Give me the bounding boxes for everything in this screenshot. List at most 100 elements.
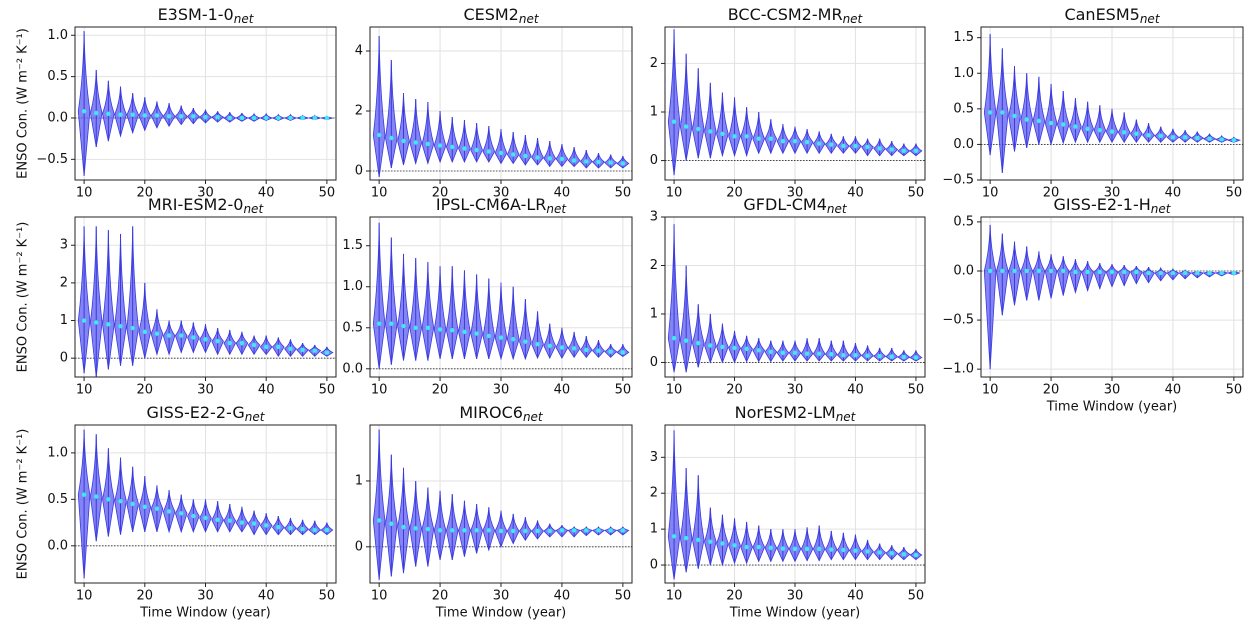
x-tick-label: 30 xyxy=(787,383,804,398)
median-marker xyxy=(1195,135,1200,141)
x-tick-label: 20 xyxy=(726,589,743,604)
median-marker xyxy=(696,340,701,346)
x-tick-label: 10 xyxy=(76,186,93,201)
y-tick-label: −0.5 xyxy=(942,313,974,328)
x-tick-label: 40 xyxy=(847,383,864,398)
y-tick-label: 1 xyxy=(650,306,658,321)
median-marker xyxy=(816,141,822,146)
median-marker xyxy=(94,320,99,325)
y-tick-label: 0.0 xyxy=(47,538,68,553)
y-tick-label: 0.5 xyxy=(47,69,68,84)
median-marker xyxy=(203,114,208,120)
median-marker xyxy=(1048,120,1054,126)
x-tick-label: 40 xyxy=(258,186,275,201)
x-tick-label: 20 xyxy=(137,589,154,604)
y-tick-label: −1.0 xyxy=(942,362,974,377)
median-marker xyxy=(288,346,293,351)
y-tick-label: 0.0 xyxy=(953,137,974,152)
median-marker xyxy=(425,141,431,147)
y-tick-label: 1.5 xyxy=(953,30,974,45)
median-marker xyxy=(486,149,492,154)
median-marker xyxy=(547,343,552,349)
median-marker xyxy=(288,525,293,531)
median-marker xyxy=(720,541,725,546)
x-tick-label: 50 xyxy=(319,589,336,604)
x-tick-label: 10 xyxy=(371,186,388,201)
median-marker xyxy=(829,352,834,357)
median-marker xyxy=(523,528,528,534)
median-marker xyxy=(179,114,184,119)
x-tick-label: 10 xyxy=(982,186,999,201)
y-tick-label: 2 xyxy=(650,258,658,273)
x-tick-label: 40 xyxy=(258,383,275,398)
median-marker xyxy=(671,534,677,539)
median-marker xyxy=(671,119,677,124)
median-marker xyxy=(708,129,713,134)
median-marker xyxy=(106,497,111,502)
median-marker xyxy=(118,112,123,117)
median-marker xyxy=(251,521,257,526)
panel-title: BCC-CSM2-MRnet xyxy=(728,5,864,26)
plot-frame xyxy=(369,26,633,181)
median-marker xyxy=(498,335,504,340)
median-marker xyxy=(239,520,245,525)
median-marker xyxy=(987,268,993,274)
x-tick-label: 30 xyxy=(787,186,804,201)
median-marker xyxy=(756,544,761,550)
median-marker xyxy=(486,528,492,533)
median-marker xyxy=(744,346,749,352)
y-tick-label: 0.5 xyxy=(342,320,363,335)
median-marker xyxy=(841,352,846,358)
median-marker xyxy=(780,350,786,355)
median-marker xyxy=(94,494,99,499)
y-tick-label: 1.0 xyxy=(342,279,363,294)
median-marker xyxy=(804,546,810,552)
median-marker xyxy=(263,523,269,528)
median-marker xyxy=(1109,269,1115,275)
plot-frame xyxy=(980,26,1244,181)
median-marker xyxy=(853,548,858,553)
median-marker xyxy=(413,140,418,145)
median-marker xyxy=(1170,135,1176,140)
median-marker xyxy=(620,161,626,166)
y-tick-label: 0 xyxy=(355,164,363,179)
median-marker xyxy=(1036,118,1042,124)
median-marker xyxy=(559,156,565,162)
y-tick-label: 4 xyxy=(355,44,363,59)
median-marker xyxy=(450,144,455,150)
median-marker xyxy=(425,526,431,532)
median-marker xyxy=(1182,270,1188,276)
plot-frame xyxy=(980,216,1244,378)
median-marker xyxy=(300,526,305,532)
title-subscript: net xyxy=(245,410,266,424)
median-marker xyxy=(744,544,749,550)
median-marker xyxy=(780,546,786,551)
median-marker xyxy=(81,492,87,497)
median-marker xyxy=(829,547,834,552)
median-marker xyxy=(804,139,810,145)
median-marker xyxy=(889,354,894,359)
median-marker xyxy=(179,333,184,338)
x-tick-label: 10 xyxy=(666,383,683,398)
x-axis-label: Time Window (year) xyxy=(139,606,270,621)
median-marker xyxy=(535,155,540,160)
median-marker xyxy=(312,115,317,121)
median-marker xyxy=(1061,268,1066,274)
median-marker xyxy=(768,136,774,141)
median-marker xyxy=(768,545,774,551)
median-marker xyxy=(1134,269,1139,275)
median-marker xyxy=(437,327,443,332)
plot-frame xyxy=(74,216,337,378)
median-marker xyxy=(708,343,713,348)
median-marker xyxy=(756,348,761,353)
median-marker xyxy=(166,333,172,338)
median-marker xyxy=(901,148,907,154)
median-marker xyxy=(683,535,689,541)
x-tick-label: 30 xyxy=(1104,383,1121,398)
x-tick-label: 50 xyxy=(319,383,336,398)
median-marker xyxy=(486,333,492,339)
median-marker xyxy=(1170,270,1176,276)
median-marker xyxy=(804,351,810,356)
median-marker xyxy=(683,338,689,343)
